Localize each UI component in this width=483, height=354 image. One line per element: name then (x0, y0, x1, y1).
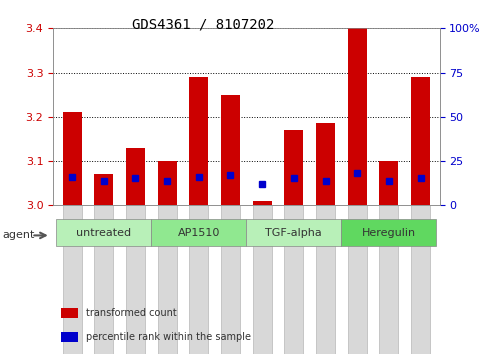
Text: agent: agent (2, 230, 35, 240)
Bar (348, 28, 367, 205)
Bar (253, 201, 271, 205)
Bar (379, 161, 398, 205)
FancyBboxPatch shape (379, 205, 398, 354)
FancyBboxPatch shape (411, 205, 430, 354)
Bar (316, 124, 335, 205)
Bar (189, 77, 208, 205)
Bar (61, 308, 78, 319)
FancyBboxPatch shape (157, 205, 177, 354)
Bar (63, 113, 82, 205)
Bar (157, 161, 177, 205)
Text: transformed count: transformed count (86, 308, 177, 318)
FancyBboxPatch shape (221, 205, 240, 354)
Text: untreated: untreated (76, 228, 131, 238)
FancyBboxPatch shape (284, 205, 303, 354)
Bar (94, 175, 114, 205)
FancyBboxPatch shape (253, 205, 271, 354)
FancyBboxPatch shape (246, 219, 341, 246)
Bar (126, 148, 145, 205)
FancyBboxPatch shape (126, 205, 145, 354)
Bar (61, 332, 78, 342)
Text: TGF-alpha: TGF-alpha (266, 228, 322, 238)
FancyBboxPatch shape (316, 205, 335, 354)
Text: AP1510: AP1510 (178, 228, 220, 238)
Bar (221, 95, 240, 205)
FancyBboxPatch shape (348, 205, 367, 354)
FancyBboxPatch shape (151, 219, 246, 246)
FancyBboxPatch shape (341, 219, 436, 246)
Bar (284, 130, 303, 205)
FancyBboxPatch shape (63, 205, 82, 354)
Text: GDS4361 / 8107202: GDS4361 / 8107202 (132, 18, 274, 32)
Text: Heregulin: Heregulin (362, 228, 416, 238)
FancyBboxPatch shape (57, 219, 151, 246)
FancyBboxPatch shape (189, 205, 208, 354)
FancyBboxPatch shape (94, 205, 114, 354)
Text: percentile rank within the sample: percentile rank within the sample (86, 332, 251, 342)
Bar (411, 77, 430, 205)
